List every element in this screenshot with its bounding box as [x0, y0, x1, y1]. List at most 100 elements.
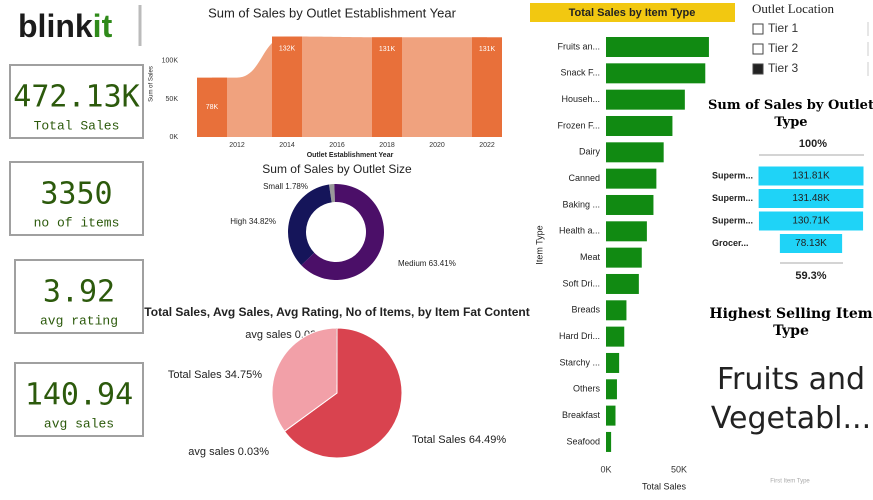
- bar-label: 131K: [479, 46, 496, 53]
- chart-title: Sum of Sales by Outlet Size: [262, 162, 412, 176]
- funnel-value: 131.48K: [792, 193, 830, 204]
- pie-slice: [283, 327, 403, 459]
- x-tick-label: 2012: [229, 142, 245, 149]
- funnel-title: Sum of Sales by Outlet Type: [708, 98, 873, 130]
- bar-label: 132K: [279, 45, 296, 52]
- funnel-bar: [758, 211, 864, 231]
- bar: [197, 77, 227, 137]
- y-tick-label: Breakfast: [562, 410, 601, 420]
- y-tick-label: Snack F...: [560, 68, 600, 78]
- bar: [372, 37, 402, 137]
- bar: [606, 142, 664, 163]
- highlight-title: Highest Selling Item Type: [709, 306, 873, 339]
- title-background: [530, 3, 735, 22]
- area: [212, 36, 487, 137]
- slice-label: Medium 63.41%: [398, 259, 456, 268]
- bar-label: 78K: [206, 104, 219, 111]
- x-tick-label: 0K: [600, 464, 611, 474]
- bar: [606, 89, 685, 110]
- bar: [606, 273, 639, 294]
- funnel-bottom-label: 59.3%: [795, 270, 826, 282]
- slice-label: High 34.82%: [230, 217, 276, 226]
- slice-label: Total Sales 64.49%: [412, 434, 506, 446]
- funnel-top-label: 100%: [799, 138, 827, 150]
- y-tick-label: Health a...: [559, 226, 600, 236]
- kpi-card: [14, 362, 144, 437]
- kpi-value: 3350: [40, 177, 112, 212]
- kpi-label: Total Sales: [34, 118, 120, 133]
- kpi-label: no of items: [34, 215, 120, 230]
- kpi-value: 3.92: [43, 275, 115, 310]
- x-tick-label: 50K: [671, 464, 687, 474]
- chart-title: Sum of Sales by Outlet Establishment Yea…: [208, 5, 457, 20]
- funnel-bar: [758, 189, 864, 208]
- kpi-label: avg sales: [44, 416, 114, 431]
- slicer-checkbox[interactable]: [752, 43, 764, 55]
- bar: [606, 247, 642, 268]
- y-tick-label: Breads: [571, 305, 600, 315]
- donut-slice: [328, 184, 335, 203]
- funnel-value: 130.71K: [792, 216, 830, 227]
- bar: [606, 221, 647, 242]
- logo-accent: it: [93, 8, 113, 44]
- bar: [606, 300, 627, 321]
- highlight-caption: First Item Type: [770, 479, 810, 485]
- bar: [606, 63, 706, 84]
- funnel-value: 131.81K: [792, 171, 830, 182]
- slicer-checkbox[interactable]: [752, 63, 764, 75]
- kpi-label: avg rating: [40, 313, 118, 328]
- funnel-category: Superm...: [712, 193, 753, 203]
- funnel-category: Superm...: [712, 215, 753, 225]
- bar: [606, 168, 657, 189]
- y-tick-label: Seafood: [566, 436, 600, 446]
- slicer-option: Tier 1: [768, 21, 799, 35]
- y-tick-label: Others: [573, 384, 601, 394]
- y-tick-label: Househ...: [561, 94, 600, 104]
- bar: [606, 352, 620, 373]
- funnel-category: Grocer...: [712, 238, 749, 248]
- bar: [606, 37, 709, 57]
- y-tick-label: Frozen F...: [557, 120, 600, 130]
- x-axis-title: Outlet Establishment Year: [307, 152, 394, 159]
- donut-slice: [288, 184, 332, 266]
- bar: [606, 194, 654, 215]
- pie-slice: [271, 327, 338, 432]
- funnel-value: 78.13K: [795, 238, 827, 249]
- slicer-title: Outlet Location: [752, 1, 834, 16]
- highlight-value: Fruits and Vegetabl...: [710, 362, 872, 436]
- bar: [606, 405, 616, 426]
- bar-label: 131K: [379, 46, 396, 53]
- chart-title: Total Sales by Item Type: [569, 7, 696, 19]
- funnel-bar: [758, 166, 864, 186]
- y-tick-label: Dairy: [579, 147, 601, 157]
- slicer-option: Tier 3: [768, 61, 799, 75]
- slice-label: Small 1.78%: [263, 182, 308, 191]
- x-tick-label: 2022: [479, 142, 495, 149]
- bar: [606, 326, 625, 347]
- slice-label: avg sales 0.03%: [188, 446, 269, 458]
- logo-brand: blink: [18, 8, 93, 44]
- y-tick-label: Meat: [580, 252, 601, 262]
- donut-slice: [301, 184, 384, 280]
- kpi-card: [9, 64, 144, 139]
- logo: blinkit: [18, 8, 113, 44]
- y-axis-title: Sum of Sales: [149, 66, 155, 102]
- slice-label: Total Sales 34.75%: [168, 369, 262, 381]
- y-tick-label: 100K: [162, 58, 179, 65]
- kpi-card: [9, 161, 144, 236]
- kpi-value: 472.13K: [13, 80, 139, 115]
- x-axis-title: Total Sales: [642, 481, 687, 491]
- y-tick-label: 50K: [166, 96, 179, 103]
- y-tick-label: Canned: [568, 173, 600, 183]
- kpi-card: [14, 259, 144, 334]
- slicer-checkbox[interactable]: [752, 23, 764, 35]
- y-tick-label: 0K: [169, 134, 178, 141]
- bar: [472, 37, 502, 137]
- chart-title: Total Sales, Avg Sales, Avg Rating, No o…: [144, 305, 529, 319]
- x-tick-label: 2018: [379, 142, 395, 149]
- kpi-value: 140.94: [25, 378, 133, 413]
- y-tick-label: Fruits an...: [557, 41, 600, 51]
- slicer-option: Tier 2: [768, 41, 799, 55]
